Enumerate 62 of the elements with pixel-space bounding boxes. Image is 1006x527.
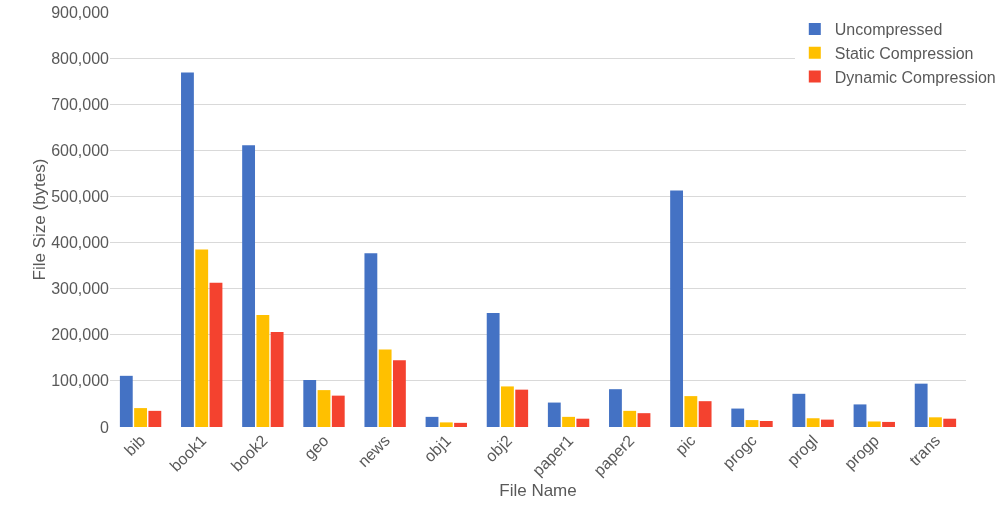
bar — [303, 379, 317, 427]
bar — [331, 395, 345, 427]
bar — [867, 421, 881, 427]
x-axis-title: File Name — [499, 481, 577, 501]
x-tick-label: geo — [300, 431, 332, 463]
bar — [134, 408, 147, 427]
bar — [425, 416, 439, 427]
bar — [209, 282, 223, 427]
y-tick-label: 700,000 — [51, 95, 110, 113]
bar — [195, 249, 209, 427]
bar — [853, 404, 867, 427]
bar — [181, 72, 194, 427]
bar — [943, 418, 957, 427]
y-axis-title: File Size (bytes) — [30, 158, 50, 281]
bar — [392, 360, 406, 427]
bar — [684, 396, 698, 427]
bar — [256, 314, 270, 427]
bar — [882, 421, 895, 427]
x-tick-label: bib — [121, 431, 149, 459]
y-tick-label: 300,000 — [51, 280, 110, 298]
bar — [270, 332, 284, 427]
y-tick-label: 800,000 — [51, 49, 110, 67]
x-tick-label: pic — [672, 431, 699, 459]
bar — [759, 421, 773, 427]
bar — [929, 417, 942, 427]
legend-label: Uncompressed — [834, 21, 943, 39]
bar — [439, 422, 453, 427]
x-tick-label: obj1 — [420, 431, 455, 466]
bar — [501, 386, 514, 427]
bar — [547, 402, 561, 427]
legend-label: Static Compression — [834, 44, 974, 62]
bar — [731, 408, 745, 427]
bar — [637, 413, 651, 427]
bar — [515, 389, 529, 427]
y-tick-label: 900,000 — [51, 3, 110, 21]
y-tick-label: 100,000 — [51, 372, 110, 390]
bar — [364, 253, 378, 427]
bar — [792, 393, 806, 427]
bar — [119, 375, 133, 427]
y-tick-label: 400,000 — [51, 234, 110, 252]
bar — [242, 145, 256, 427]
bar — [820, 419, 834, 427]
y-tick-label: 600,000 — [51, 141, 110, 159]
bar — [486, 313, 500, 427]
bar — [806, 418, 820, 427]
y-tick-label: 500,000 — [51, 188, 110, 206]
y-tick-label: 200,000 — [51, 326, 110, 344]
bar — [609, 389, 622, 427]
bar — [562, 416, 575, 427]
y-tick-label: 0 — [100, 418, 110, 436]
legend-label: Dynamic Compression — [834, 68, 996, 86]
bar — [378, 349, 392, 427]
bar — [623, 410, 637, 427]
bar — [745, 420, 759, 427]
bar — [670, 190, 684, 427]
bar — [317, 390, 331, 427]
bar — [148, 410, 162, 427]
bar — [454, 422, 467, 427]
bar — [914, 383, 928, 427]
x-tick-label: obj2 — [481, 431, 516, 466]
bar — [698, 401, 712, 427]
bar — [576, 418, 590, 427]
